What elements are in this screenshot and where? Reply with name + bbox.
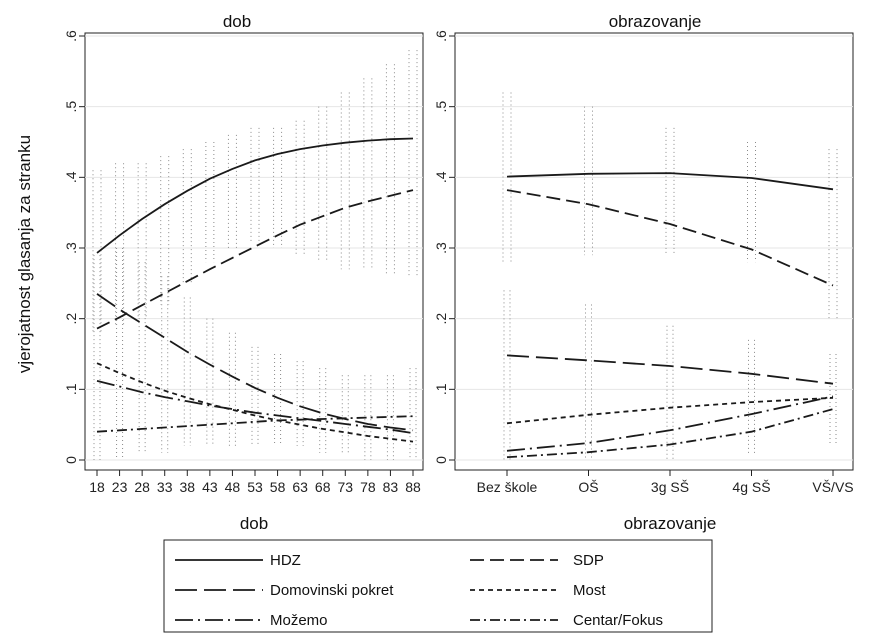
y-tick-label: .1 — [433, 383, 449, 395]
x-tick-label: 23 — [112, 479, 128, 495]
series-line-most-obrazovanje — [506, 396, 834, 425]
x-tick-label: 43 — [202, 479, 218, 495]
legend-label-most: Most — [573, 582, 606, 599]
series-line-mozemo-dob — [96, 380, 414, 434]
x-axis-label-obrazovanje: obrazovanje — [624, 514, 717, 533]
y-tick-label: .6 — [433, 30, 449, 42]
y-tick-label: .3 — [433, 242, 449, 254]
y-axis-label: vjerojatnost glasanja za stranku — [15, 135, 34, 373]
y-tick-label: .5 — [63, 101, 79, 113]
series-line-sdp-obrazovanje — [506, 189, 834, 287]
x-tick-label: 88 — [405, 479, 421, 495]
series-line-domovinski-pokret-obrazovanje — [506, 354, 834, 385]
panel-dob: 0 .1 .2 .3 .4 .5 .6 18 23 28 33 38 43 48 53 58 63 68 73 78 8… — [63, 30, 423, 495]
x-tick-label: 38 — [179, 479, 195, 495]
y-tick-label: .6 — [63, 30, 79, 42]
legend-label-mozemo: Možemo — [270, 612, 328, 629]
y-tick-label: .4 — [433, 171, 449, 183]
x-tick-label: 68 — [315, 479, 331, 495]
series-line-centar-fokus-dob — [96, 415, 414, 433]
legend-label-domovinski-pokret: Domovinski pokret — [270, 582, 394, 599]
series-line-sdp-dob — [96, 189, 414, 330]
series-line-hdz-dob — [96, 137, 414, 254]
x-tick-label: 3g SŠ — [651, 479, 689, 495]
y-tick-label: 0 — [433, 456, 449, 464]
x-tick-label: 48 — [225, 479, 241, 495]
legend-label-centar-fokus: Centar/Fokus — [573, 612, 663, 629]
panel-title-dob: dob — [223, 12, 251, 31]
x-tick-label: 78 — [360, 479, 376, 495]
legend-label-sdp: SDP — [573, 552, 604, 569]
y-tick-label: .1 — [63, 383, 79, 395]
x-tick-label: 18 — [89, 479, 105, 495]
y-tick-label: .5 — [433, 101, 449, 113]
x-tick-label: Bez škole — [477, 479, 538, 495]
plot-area-obrazovanje — [454, 32, 854, 471]
x-tick-label: OŠ — [578, 479, 598, 495]
x-tick-label: 28 — [134, 479, 150, 495]
x-tick-label: 63 — [292, 479, 308, 495]
x-tick-label: 53 — [247, 479, 263, 495]
series-line-hdz-obrazovanje — [506, 172, 834, 191]
y-tick-label: .2 — [63, 313, 79, 325]
y-tick-label: .2 — [433, 313, 449, 325]
panel-obrazovanje: 0 .1 .2 .3 .4 .5 .6 Bez škole OŠ 3g SŠ 4g SŠ VŠ/VS — [433, 30, 854, 495]
x-tick-label: 4g SŠ — [732, 479, 770, 495]
x-tick-label: 83 — [383, 479, 399, 495]
series-line-most-dob — [96, 362, 414, 443]
panel-title-obrazovanje: obrazovanje — [609, 12, 702, 31]
x-axis-label-dob: dob — [240, 514, 268, 533]
x-tick-label: 33 — [157, 479, 173, 495]
y-tick-label: .4 — [63, 171, 79, 183]
legend-label-hdz: HDZ — [270, 552, 301, 569]
x-tick-label: VŠ/VS — [812, 479, 853, 495]
legend: HDZ SDP Domovinski pokret Most Možemo Centar/… — [175, 552, 663, 629]
y-tick-label: .3 — [63, 242, 79, 254]
series-line-domovinski-pokret-dob — [96, 293, 414, 432]
series-line-centar-fokus-obrazovanje — [506, 408, 834, 459]
x-tick-label: 58 — [270, 479, 286, 495]
series-line-mozemo-obrazovanje — [506, 395, 834, 452]
plot-area-dob — [84, 32, 424, 471]
x-tick-label: 73 — [337, 479, 353, 495]
legend-box — [163, 539, 713, 633]
y-tick-label: 0 — [63, 456, 79, 464]
